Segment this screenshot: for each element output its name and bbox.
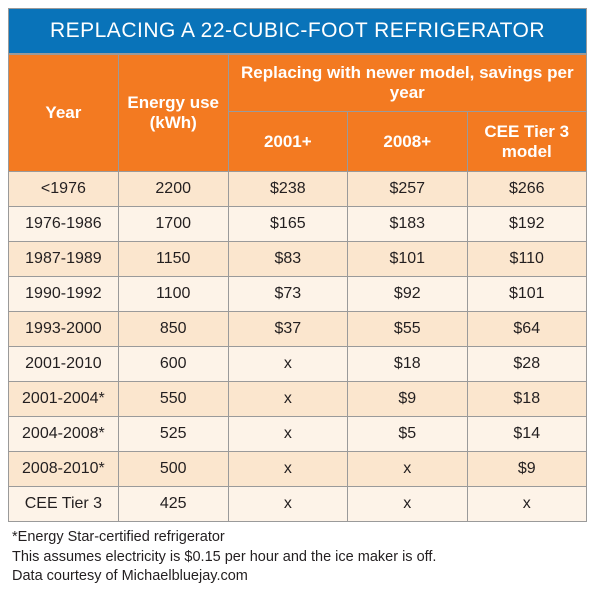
footnotes: *Energy Star-certified refrigerator This… [8, 522, 587, 587]
cell-s1: x [228, 347, 347, 382]
cell-year: 1976-1986 [9, 207, 119, 242]
table-row: 2001-2004*550x$9$18 [9, 382, 587, 417]
cell-s1: $238 [228, 172, 347, 207]
table-row: 1990-19921100$73$92$101 [9, 277, 587, 312]
table-title: REPLACING A 22-CUBIC-FOOT REFRIGERATOR [8, 8, 587, 54]
table-row: CEE Tier 3425xxx [9, 487, 587, 522]
cell-s2: x [348, 452, 467, 487]
cell-s2: $55 [348, 312, 467, 347]
cell-s1: x [228, 417, 347, 452]
cell-year: 1987-1989 [9, 242, 119, 277]
table-row: 1987-19891150$83$101$110 [9, 242, 587, 277]
col-header-2008: 2008+ [348, 112, 467, 172]
cell-year: 2001-2010 [9, 347, 119, 382]
cell-s3: $101 [467, 277, 587, 312]
cell-energy: 500 [118, 452, 228, 487]
cell-s2: $9 [348, 382, 467, 417]
cell-s3: $110 [467, 242, 587, 277]
cell-energy: 425 [118, 487, 228, 522]
cell-s1: x [228, 452, 347, 487]
cell-s1: $37 [228, 312, 347, 347]
cell-s2: $183 [348, 207, 467, 242]
cell-s2: $92 [348, 277, 467, 312]
cell-energy: 850 [118, 312, 228, 347]
cell-energy: 1150 [118, 242, 228, 277]
cell-energy: 600 [118, 347, 228, 382]
footnote-line: *Energy Star-certified refrigerator [12, 528, 583, 548]
cell-year: 2008-2010* [9, 452, 119, 487]
table-row: 1976-19861700$165$183$192 [9, 207, 587, 242]
cell-s3: $64 [467, 312, 587, 347]
cell-s2: $5 [348, 417, 467, 452]
col-header-year: Year [9, 55, 119, 172]
cell-year: 2004-2008* [9, 417, 119, 452]
footnote-line: This assumes electricity is $0.15 per ho… [12, 548, 583, 568]
cell-s3: $9 [467, 452, 587, 487]
cell-year: 2001-2004* [9, 382, 119, 417]
cell-s3: x [467, 487, 587, 522]
cell-energy: 1700 [118, 207, 228, 242]
cell-year: CEE Tier 3 [9, 487, 119, 522]
cell-energy: 2200 [118, 172, 228, 207]
cell-s3: $18 [467, 382, 587, 417]
cell-energy: 525 [118, 417, 228, 452]
table-row: 2004-2008*525x$5$14 [9, 417, 587, 452]
cell-s1: $165 [228, 207, 347, 242]
cell-s1: x [228, 382, 347, 417]
table-row: 1993-2000850$37$55$64 [9, 312, 587, 347]
cell-s2: x [348, 487, 467, 522]
col-header-cee: CEE Tier 3 model [467, 112, 587, 172]
cell-s3: $28 [467, 347, 587, 382]
footnote-line: Data courtesy of Michaelbluejay.com [12, 567, 583, 587]
cell-s2: $101 [348, 242, 467, 277]
cell-s2: $18 [348, 347, 467, 382]
col-header-energy: Energy use (kWh) [118, 55, 228, 172]
cell-s3: $192 [467, 207, 587, 242]
cell-energy: 550 [118, 382, 228, 417]
col-header-2001: 2001+ [228, 112, 347, 172]
table-row: 2001-2010600x$18$28 [9, 347, 587, 382]
cell-energy: 1100 [118, 277, 228, 312]
cell-s2: $257 [348, 172, 467, 207]
cell-year: 1993-2000 [9, 312, 119, 347]
refrigerator-savings-table: Year Energy use (kWh) Replacing with new… [8, 54, 587, 522]
cell-s1: $83 [228, 242, 347, 277]
cell-s1: x [228, 487, 347, 522]
cell-year: <1976 [9, 172, 119, 207]
col-header-savings-group: Replacing with newer model, savings per … [228, 55, 586, 112]
cell-s1: $73 [228, 277, 347, 312]
table-row: 2008-2010*500xx$9 [9, 452, 587, 487]
cell-s3: $14 [467, 417, 587, 452]
cell-s3: $266 [467, 172, 587, 207]
cell-year: 1990-1992 [9, 277, 119, 312]
table-row: <19762200$238$257$266 [9, 172, 587, 207]
